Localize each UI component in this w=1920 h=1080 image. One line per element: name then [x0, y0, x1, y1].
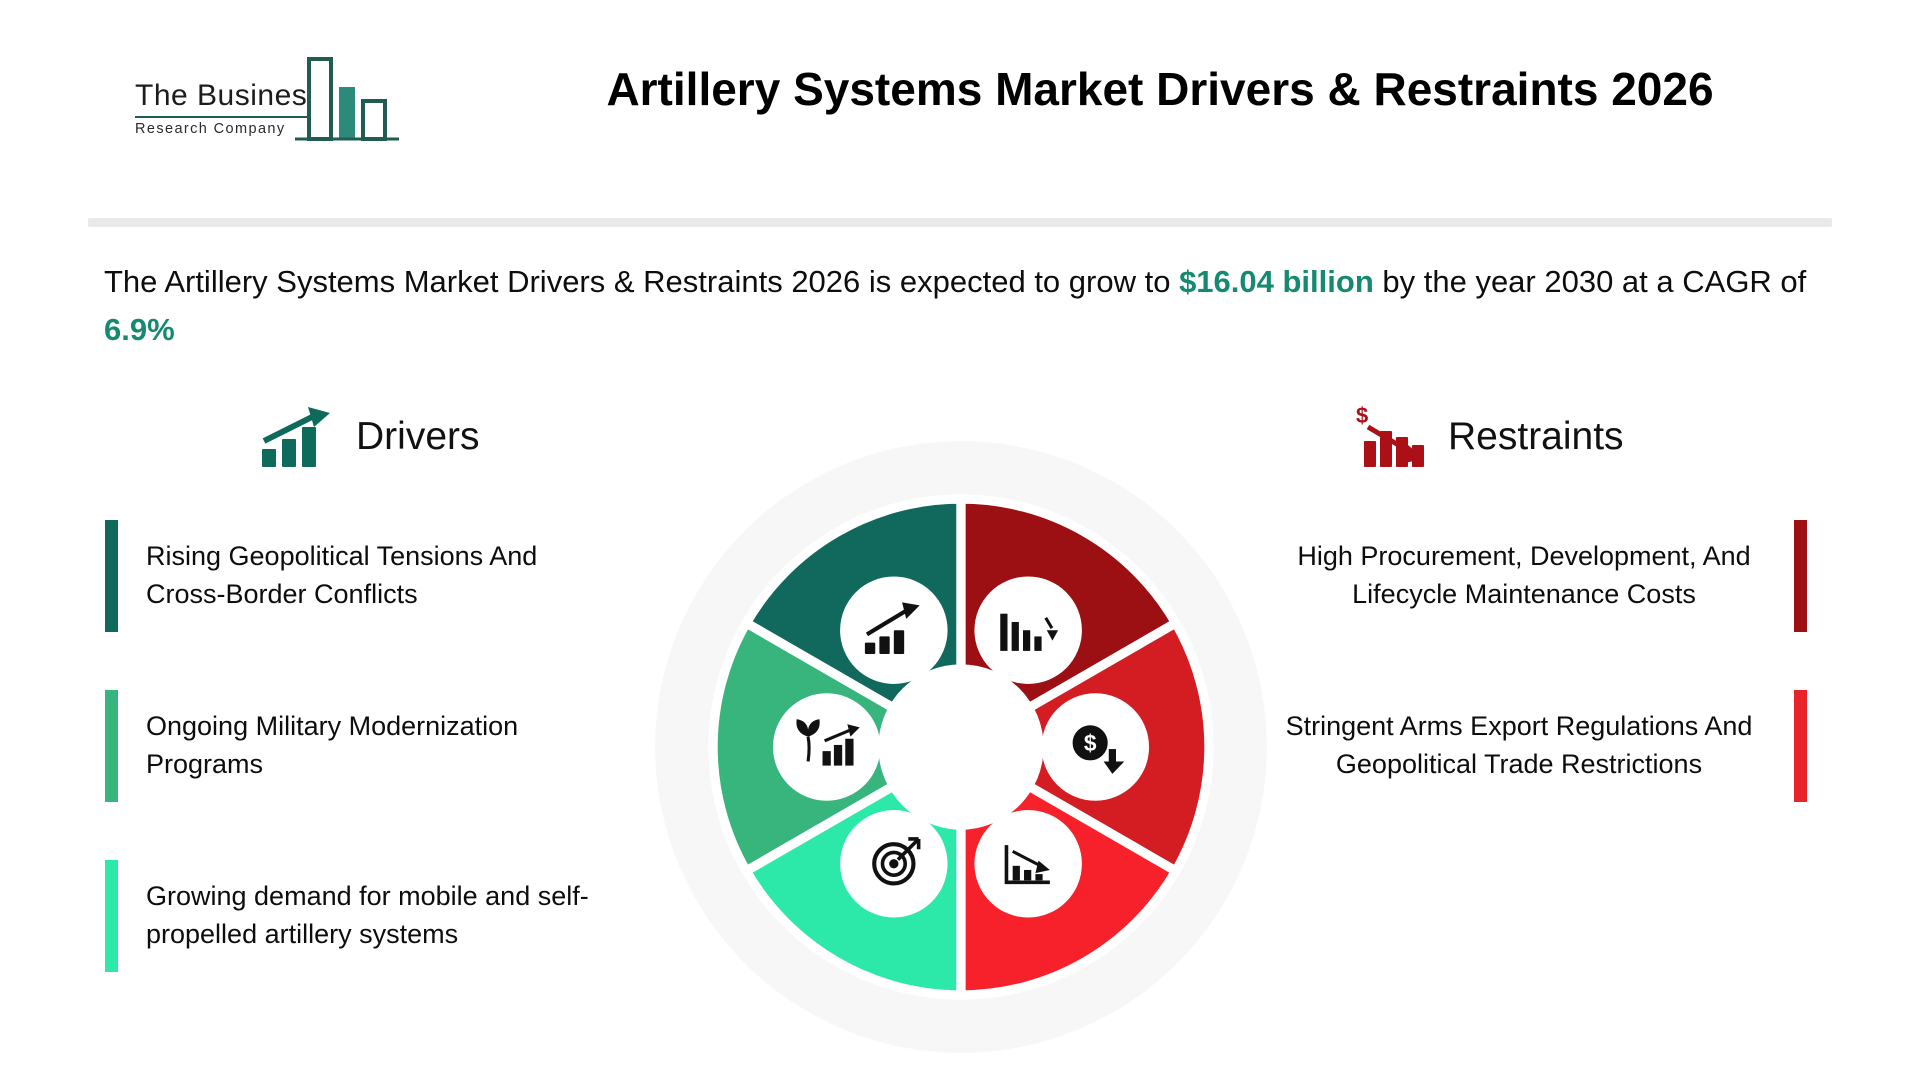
- cagr-value: 6.9%: [104, 312, 175, 348]
- drivers-restraints-wheel: $: [651, 437, 1271, 1057]
- header-divider: [88, 218, 1832, 227]
- company-logo: The Business Research Company: [135, 55, 415, 147]
- declining-chart-icon: [974, 810, 1082, 918]
- driver-item-text: Growing demand for mobile and self-prope…: [146, 881, 589, 949]
- driver-item: Rising Geopolitical Tensions And Cross-B…: [105, 520, 616, 632]
- dollar-decrease-icon: $: [1041, 693, 1150, 801]
- logo-line2: Research Company: [135, 121, 286, 137]
- falling-bars-dollar-icon: $: [1356, 405, 1424, 467]
- restraint-item: Stringent Arms Export Regulations And Ge…: [1274, 690, 1807, 802]
- wheel-graphic: $: [655, 441, 1267, 1053]
- driver-item-text: Ongoing Military Modernization Programs: [146, 711, 519, 779]
- logo-line1: The Business: [135, 79, 323, 112]
- restraints-heading: $ Restraints: [1350, 405, 1624, 469]
- restraint-item-text: High Procurement, Development, And Lifec…: [1297, 541, 1751, 609]
- restraint-item: High Procurement, Development, And Lifec…: [1284, 520, 1807, 632]
- company-logo-text: The Business Research Company: [135, 79, 323, 137]
- restraint-item-text: Stringent Arms Export Regulations And Ge…: [1285, 711, 1753, 779]
- driver-color-bar: [105, 520, 118, 632]
- growth-value: $16.04 billion: [1179, 264, 1374, 299]
- svg-text:$: $: [1356, 405, 1368, 428]
- driver-item: Ongoing Military Modernization Programs: [105, 690, 586, 802]
- driver-item-text: Rising Geopolitical Tensions And Cross-B…: [146, 541, 538, 609]
- wheel-center-circle: [878, 664, 1044, 830]
- drivers-heading: Drivers: [258, 405, 480, 469]
- svg-text:$: $: [1084, 730, 1097, 756]
- restraint-color-bar: [1794, 690, 1807, 802]
- driver-color-bar: [105, 860, 118, 972]
- driver-color-bar: [105, 690, 118, 802]
- page-title: Artillery Systems Market Drivers & Restr…: [606, 63, 1714, 115]
- rising-bars-arrow-icon: [262, 407, 330, 467]
- intro-text-start: The Artillery Systems Market Drivers & R…: [104, 264, 1180, 299]
- sprout-growth-icon: [772, 693, 881, 801]
- intro-paragraph: The Artillery Systems Market Drivers & R…: [104, 258, 1834, 354]
- target-icon: [840, 810, 948, 918]
- driver-item: Growing demand for mobile and self-prope…: [105, 860, 656, 972]
- restraints-label: Restraints: [1448, 415, 1624, 458]
- restraint-color-bar: [1794, 520, 1807, 632]
- wheel-icons: $: [772, 576, 1150, 918]
- growth-trend-icon: [840, 576, 948, 684]
- intro-text-middle: by the year 2030 at a CAGR of: [1373, 264, 1807, 299]
- drivers-label: Drivers: [356, 415, 480, 458]
- declining-bars-icon: [974, 576, 1082, 684]
- logo-rule: [135, 116, 315, 118]
- logo-bars-icon: [294, 57, 399, 141]
